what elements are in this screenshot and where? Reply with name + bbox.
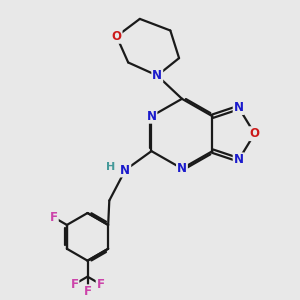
Text: N: N [152, 69, 162, 82]
Text: F: F [97, 278, 105, 291]
Text: N: N [177, 162, 187, 175]
Text: N: N [234, 101, 244, 114]
Text: F: F [70, 278, 78, 291]
Text: N: N [120, 164, 130, 176]
Text: N: N [234, 153, 244, 166]
Text: F: F [50, 211, 58, 224]
Text: O: O [112, 30, 122, 43]
Text: O: O [250, 127, 260, 140]
Text: H: H [106, 161, 115, 172]
Text: F: F [83, 285, 92, 298]
Text: N: N [146, 110, 157, 123]
